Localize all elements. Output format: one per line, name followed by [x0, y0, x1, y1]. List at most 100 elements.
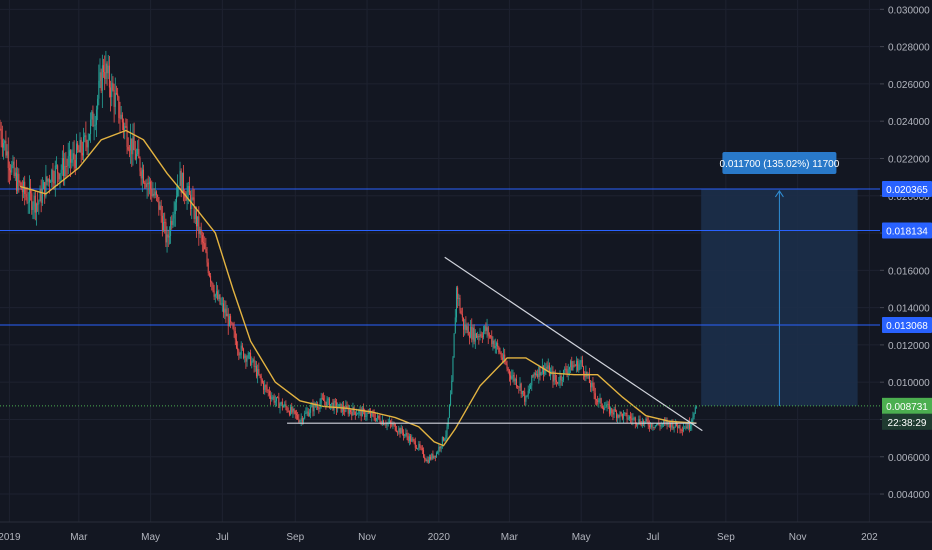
- candle-body: [7, 151, 9, 169]
- candle-body: [427, 459, 429, 463]
- candle-body: [370, 412, 372, 417]
- candle-body: [264, 385, 266, 390]
- candle-body: [327, 398, 329, 400]
- candle-body: [431, 453, 433, 460]
- candle-body: [575, 360, 577, 366]
- candle-body: [51, 169, 53, 182]
- price-tick-label: 0.024000: [888, 117, 930, 128]
- candle-body: [599, 398, 601, 400]
- candle-body: [130, 138, 132, 151]
- candle-body: [328, 398, 330, 408]
- candle-body: [460, 310, 462, 314]
- candle-body: [299, 420, 301, 423]
- candle-body: [88, 134, 90, 140]
- candle-body: [31, 193, 33, 211]
- candle-body: [414, 441, 416, 448]
- candle-body: [170, 220, 172, 237]
- trendlines[interactable]: [287, 256, 703, 432]
- candle-body: [18, 173, 20, 183]
- candle-body: [371, 411, 373, 417]
- candle-body: [50, 181, 52, 183]
- candle-body: [388, 421, 390, 423]
- candle-body: [533, 372, 535, 377]
- candle-body: [125, 126, 127, 127]
- candle-body: [673, 426, 675, 429]
- candle-body: [54, 165, 56, 184]
- candle-body: [55, 165, 57, 167]
- candle-body: [220, 303, 222, 305]
- candle-body: [461, 313, 463, 318]
- candle-body: [695, 406, 697, 408]
- candle-body: [634, 417, 636, 424]
- candle-body: [43, 182, 45, 189]
- measurement-tool[interactable]: [701, 188, 858, 406]
- candle-body: [139, 158, 141, 172]
- candle-body: [527, 390, 529, 396]
- level-label: 0.013068: [886, 321, 928, 332]
- candle-body: [298, 418, 300, 423]
- candle-body: [203, 242, 205, 244]
- candle-body: [63, 158, 65, 177]
- candle-body: [347, 407, 349, 414]
- candles: [0, 50, 697, 464]
- candle-body: [294, 410, 296, 414]
- candle-body: [688, 421, 690, 429]
- candle-body: [81, 152, 83, 156]
- candle-body: [630, 416, 632, 419]
- candle-body: [85, 135, 87, 143]
- candle-body: [279, 404, 281, 408]
- candle-body: [572, 365, 574, 371]
- price-labels: 0.020365 0.018134 0.013068: [882, 180, 932, 333]
- candle-body: [124, 126, 126, 130]
- candle-body: [520, 383, 522, 395]
- candle-body: [652, 427, 654, 428]
- candle-body: [566, 371, 568, 374]
- candle-body: [71, 158, 73, 163]
- price-tick-label: 0.016000: [888, 266, 930, 277]
- candle-body: [106, 63, 108, 74]
- descending-trendline[interactable]: [444, 256, 703, 432]
- candle-body: [151, 188, 153, 197]
- candle-body: [26, 196, 28, 203]
- candle-body: [313, 403, 315, 412]
- candle-body: [297, 414, 299, 419]
- candle-body: [257, 369, 259, 377]
- candle-body: [645, 418, 647, 422]
- candle-body: [293, 408, 295, 411]
- candle-body: [495, 342, 497, 346]
- candle-body: [405, 433, 407, 435]
- candle-body: [684, 428, 686, 429]
- candle-body: [640, 423, 642, 426]
- candle-body: [283, 406, 285, 408]
- candle-body: [270, 395, 272, 400]
- candle-body: [606, 404, 608, 408]
- price-axis[interactable]: 0.030000 0.028000 0.026000 0.024000 0.022000…: [880, 0, 932, 522]
- candle-body: [613, 409, 615, 415]
- candle-body: [61, 158, 63, 170]
- candle-body: [321, 397, 323, 399]
- candle-body: [34, 195, 36, 213]
- candle-body: [457, 287, 459, 299]
- candle-body: [379, 418, 381, 423]
- candle-body: [233, 328, 235, 332]
- candle-body: [537, 373, 539, 378]
- candle-body: [8, 168, 10, 171]
- candle-body: [564, 368, 566, 370]
- candle-body: [110, 87, 112, 98]
- candle-body: [206, 251, 208, 263]
- candle-body: [200, 229, 202, 235]
- candle-body: [0, 128, 1, 130]
- candle-body: [487, 327, 489, 336]
- price-tick-label: 0.026000: [888, 80, 930, 91]
- candle-body: [73, 153, 75, 160]
- candle-body: [126, 126, 128, 147]
- candle-body: [624, 412, 626, 414]
- candle-body: [444, 438, 446, 441]
- candle-body: [112, 82, 114, 91]
- candle-body: [408, 436, 410, 442]
- candle-body: [400, 428, 402, 434]
- candle-body: [84, 135, 86, 137]
- candle-body: [57, 165, 59, 174]
- time-axis[interactable]: 2019 Mar May Jul Sep Nov 2020 Mar May Jul Sep Nov 20…: [0, 521, 932, 550]
